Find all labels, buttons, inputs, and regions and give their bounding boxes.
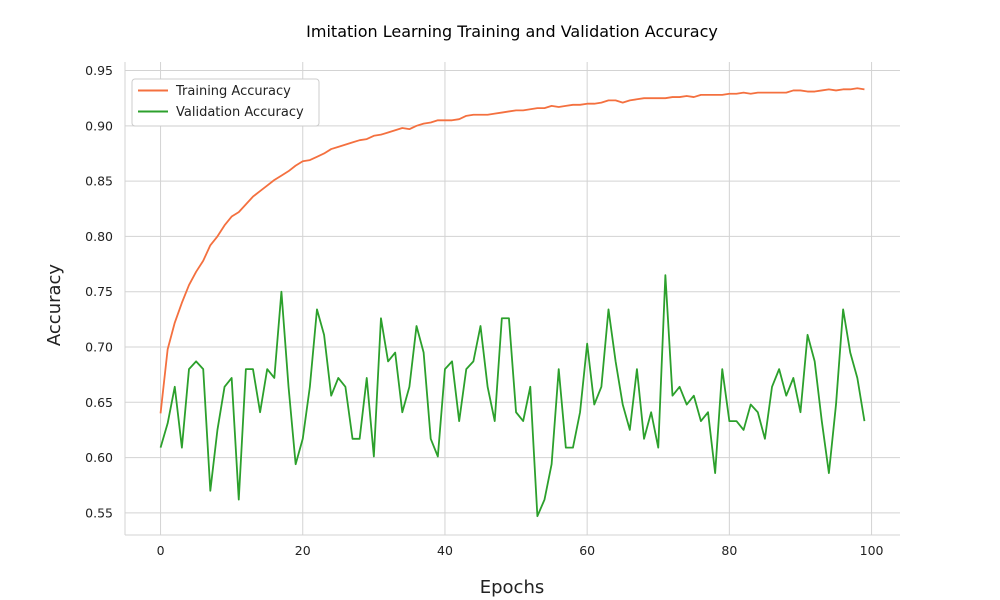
axes-spines bbox=[124, 62, 900, 536]
legend-label-training: Training Accuracy bbox=[175, 84, 291, 99]
legend-frame bbox=[131, 78, 320, 127]
x-tick-label: 0 bbox=[157, 543, 165, 558]
y-tick-label: 0.55 bbox=[85, 505, 113, 520]
legend-label-validation: Validation Accuracy bbox=[176, 105, 304, 120]
x-tick-label: 100 bbox=[860, 543, 884, 558]
y-tick-label: 0.90 bbox=[85, 118, 113, 133]
y-tick-label: 0.65 bbox=[85, 395, 113, 410]
y-tick-label: 0.60 bbox=[85, 450, 113, 465]
validation-accuracy-line bbox=[159, 274, 866, 518]
tick-labels: 0.55 0.60 0.65 0.70 0.75 0.80 0.85 0.90 0.95 0 20 4… bbox=[85, 63, 883, 558]
chart-title: Imitation Learning Training and Validati… bbox=[306, 22, 718, 41]
y-tick-label: 0.75 bbox=[85, 284, 113, 299]
x-tick-label: 80 bbox=[721, 543, 737, 558]
grid bbox=[125, 62, 900, 535]
y-tick-label: 0.70 bbox=[85, 340, 113, 355]
x-tick-label: 20 bbox=[295, 543, 311, 558]
y-tick-label: 0.80 bbox=[85, 229, 113, 244]
y-axis-title: Accuracy bbox=[44, 264, 65, 347]
training-accuracy-line bbox=[159, 87, 865, 414]
series-lines bbox=[159, 87, 866, 518]
y-tick-label: 0.85 bbox=[85, 174, 113, 189]
x-tick-label: 40 bbox=[437, 543, 453, 558]
y-tick-label: 0.95 bbox=[85, 63, 113, 78]
x-tick-label: 60 bbox=[579, 543, 595, 558]
legend: Training Accuracy Validation Accuracy bbox=[131, 78, 320, 127]
x-axis-title: Epochs bbox=[480, 577, 545, 598]
